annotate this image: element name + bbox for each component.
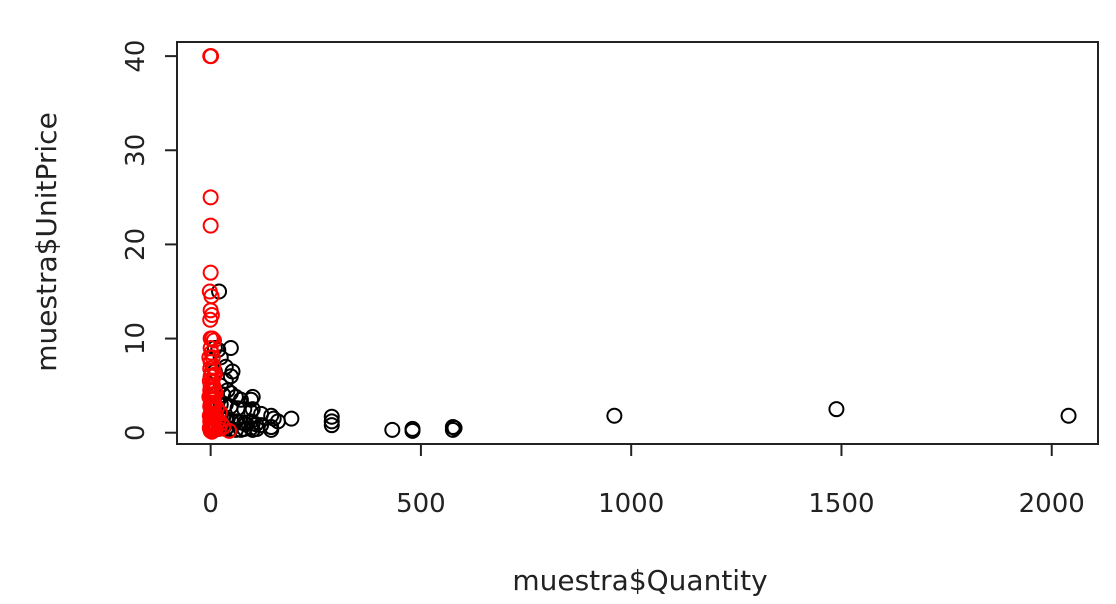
x-axis-label: muestra$Quantity	[512, 564, 767, 597]
data-point	[263, 421, 280, 438]
data-point	[205, 394, 222, 411]
data-point	[1060, 407, 1077, 424]
data-point	[323, 417, 340, 434]
x-tick-label: 1500	[808, 489, 874, 519]
data-point	[202, 311, 219, 328]
data-point	[265, 410, 282, 427]
y-tick-label: 30	[121, 134, 151, 167]
y-tick-label: 10	[121, 322, 151, 355]
y-ticks: 0 10 20 30 40	[121, 40, 177, 441]
data-point	[206, 332, 223, 349]
y-axis: 0 10 20 30 40	[121, 40, 178, 441]
data-point	[207, 385, 224, 402]
x-tick-label: 500	[396, 489, 446, 519]
data-point	[236, 420, 253, 437]
data-point	[404, 422, 421, 439]
data-point	[323, 408, 340, 425]
data-point	[202, 217, 219, 234]
y-axis-label: muestra$UnitPrice	[30, 112, 63, 372]
x-tick-label: 2000	[1019, 489, 1085, 519]
data-point	[606, 407, 623, 424]
x-ticks: 0 500 1000 1500 2000	[202, 444, 1085, 519]
data-points	[201, 48, 1077, 440]
x-tick-label: 0	[202, 489, 219, 519]
data-point	[210, 412, 227, 429]
data-point	[828, 401, 845, 418]
data-point	[203, 48, 220, 65]
y-tick-label: 0	[121, 424, 151, 441]
x-tick-label: 1000	[598, 489, 664, 519]
y-tick-label: 20	[121, 228, 151, 261]
data-point	[222, 339, 239, 356]
x-axis: 0 500 1000 1500 2000	[202, 443, 1085, 519]
data-point	[446, 419, 463, 436]
y-tick-label: 40	[121, 40, 151, 73]
data-point	[202, 264, 219, 281]
data-point	[221, 422, 238, 439]
data-point	[253, 417, 270, 434]
data-point	[283, 410, 300, 427]
data-point	[202, 189, 219, 206]
data-point	[244, 388, 261, 405]
data-point	[206, 366, 223, 383]
data-point	[243, 419, 260, 436]
data-point	[384, 421, 401, 438]
